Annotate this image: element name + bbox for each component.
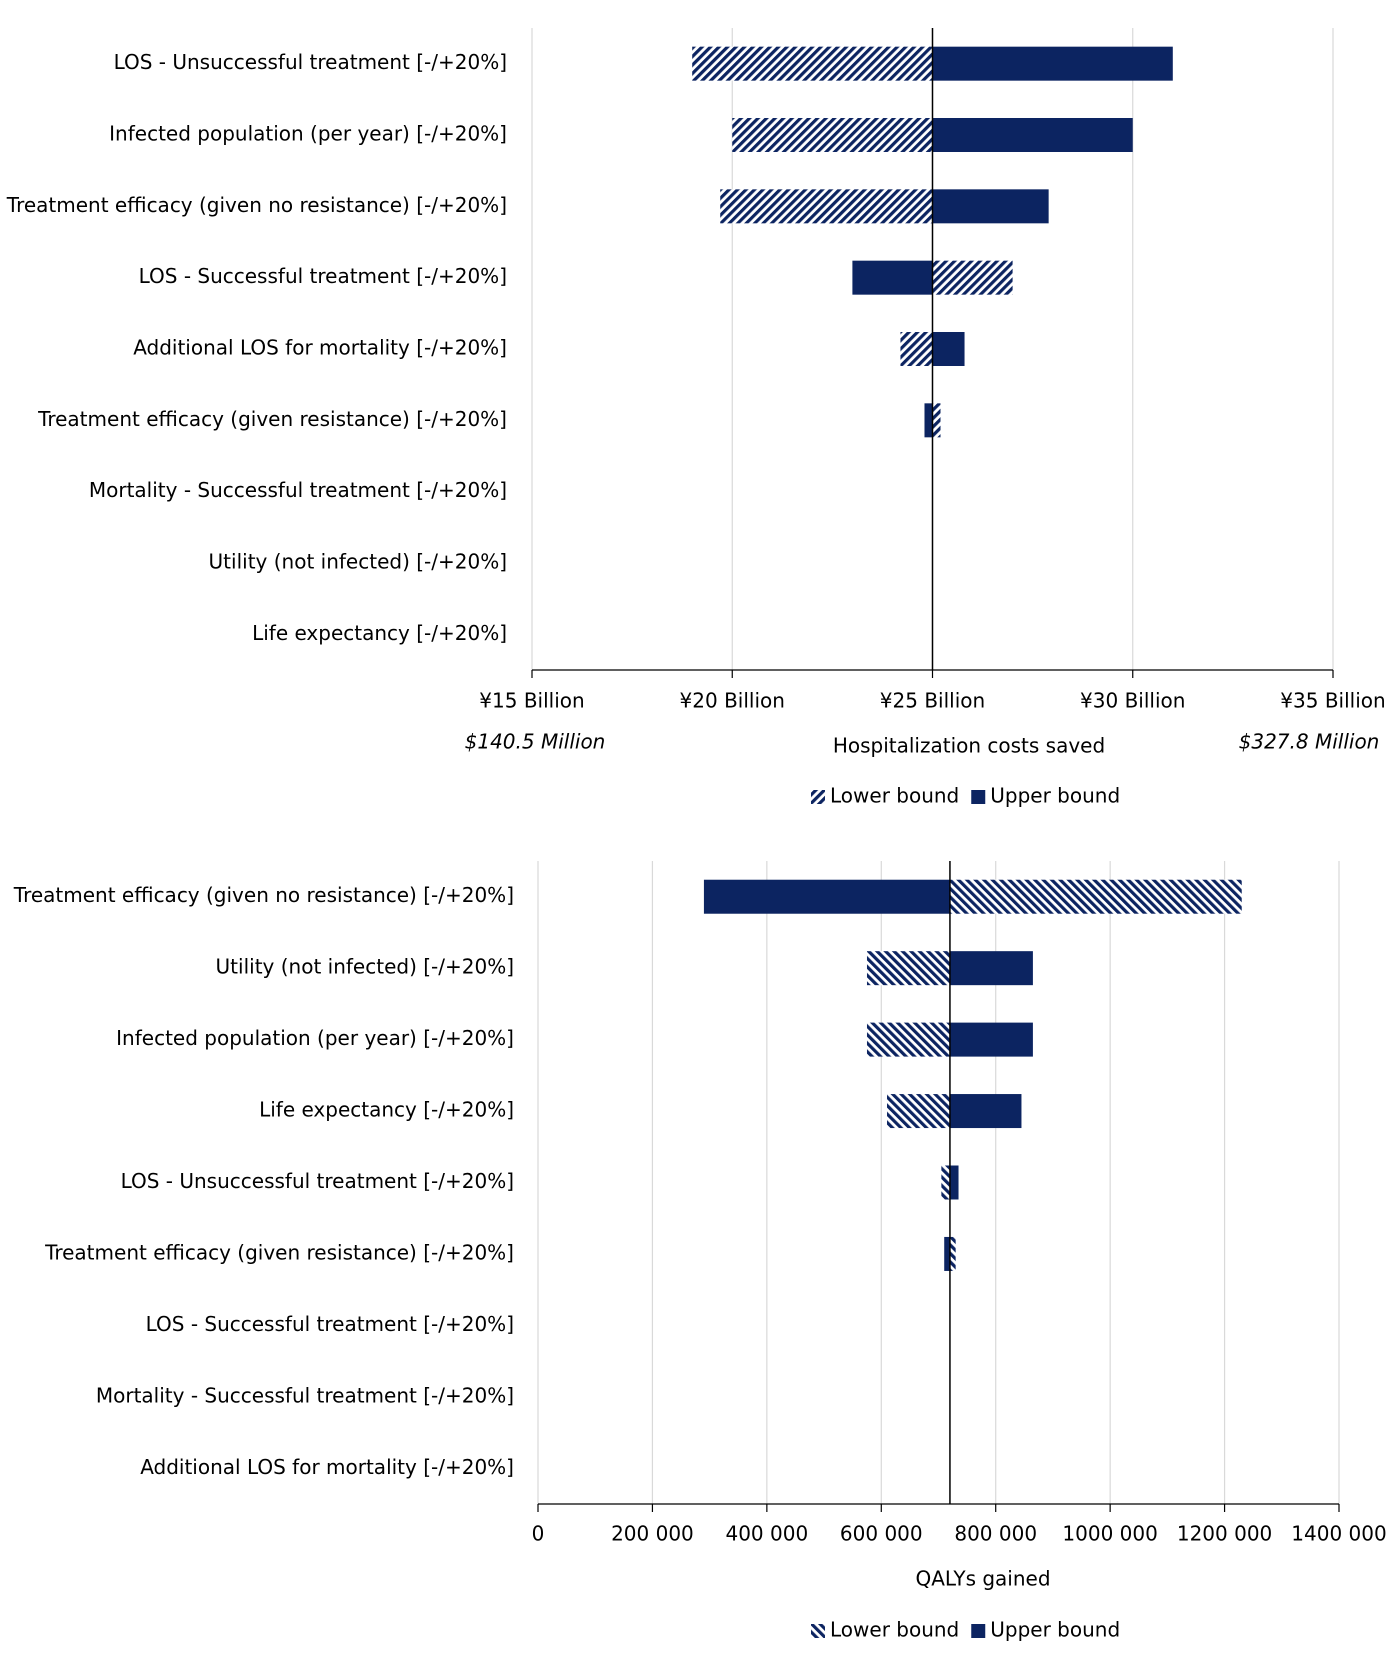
legend-swatch — [971, 790, 986, 804]
bar — [932, 189, 1049, 224]
category-label: Infected population (per year) [-/+20%] — [109, 122, 507, 146]
x-tick-label: 0 — [532, 1522, 545, 1546]
legend-label: Upper bound — [990, 784, 1120, 808]
x-tick-label: ¥35 Billion — [1280, 689, 1385, 713]
category-label: Treatment efficacy (given no resistance)… — [13, 883, 514, 907]
bar — [949, 1094, 1022, 1129]
category-label: Additional LOS for mortality [-/+20%] — [140, 1455, 514, 1479]
legend-label: Lower bound — [830, 784, 959, 808]
bar — [932, 46, 1173, 81]
category-label: LOS - Successful treatment [-/+20%] — [139, 264, 507, 288]
bar — [866, 951, 950, 986]
bar — [852, 260, 933, 295]
x-tick-label: ¥30 Billion — [1080, 689, 1185, 713]
category-label: Life expectancy [-/+20%] — [259, 1098, 514, 1122]
legend-swatch — [971, 1624, 986, 1638]
bar — [720, 189, 933, 224]
bar — [866, 1022, 950, 1057]
x-tick-label: ¥25 Billion — [880, 689, 985, 713]
bar — [887, 1094, 950, 1129]
category-label: Infected population (per year) [-/+20%] — [116, 1026, 514, 1050]
category-label: Treatment efficacy (given resistance) [-… — [37, 407, 507, 431]
category-label: Additional LOS for mortality [-/+20%] — [133, 336, 507, 360]
bar — [692, 46, 933, 81]
legend-label: Upper bound — [990, 1618, 1120, 1642]
category-label: LOS - Successful treatment [-/+20%] — [146, 1312, 514, 1336]
bar — [949, 879, 1242, 914]
bar — [949, 1236, 956, 1271]
x-tick-label: 1000 000 — [1062, 1522, 1157, 1546]
category-label: LOS - Unsuccessful treatment [-/+20%] — [114, 50, 507, 74]
bar — [949, 1022, 1033, 1057]
annotation: $327.8 Million — [1239, 730, 1380, 754]
x-tick-label: ¥20 Billion — [680, 689, 785, 713]
x-tick-label: 1200 000 — [1177, 1522, 1272, 1546]
x-tick-label: 200 000 — [611, 1522, 694, 1546]
x-axis-title: QALYs gained — [915, 1567, 1050, 1591]
bar — [949, 1165, 959, 1200]
bar — [944, 1236, 950, 1271]
category-label: Utility (not infected) [-/+20%] — [209, 550, 507, 574]
bar — [932, 118, 1133, 152]
x-tick-label: 800 000 — [954, 1522, 1037, 1546]
category-label: Mortality - Successful treatment [-/+20%… — [89, 478, 507, 502]
x-axis-title: Hospitalization costs saved — [833, 734, 1105, 758]
bar — [932, 332, 965, 366]
legend-label: Lower bound — [830, 1618, 959, 1642]
bar — [932, 260, 1013, 295]
annotation: $140.5 Million — [465, 730, 606, 754]
category-label: Treatment efficacy (given resistance) [-… — [44, 1240, 514, 1264]
category-label: Treatment efficacy (given no resistance)… — [6, 193, 507, 217]
category-label: Utility (not infected) [-/+20%] — [216, 955, 514, 979]
x-tick-label: ¥15 Billion — [479, 689, 584, 713]
bar — [732, 118, 933, 152]
legend-swatch — [811, 790, 825, 804]
bar — [924, 403, 933, 438]
bar — [932, 403, 941, 438]
x-tick-label: 1400 000 — [1291, 1522, 1386, 1546]
bar — [900, 332, 933, 366]
legend-swatch — [811, 1624, 825, 1638]
category-label: Mortality - Successful treatment [-/+20%… — [96, 1383, 514, 1407]
x-tick-label: 400 000 — [725, 1522, 808, 1546]
bar — [949, 951, 1033, 986]
x-tick-label: 600 000 — [840, 1522, 923, 1546]
bar — [703, 879, 950, 914]
category-label: Life expectancy [-/+20%] — [252, 621, 507, 645]
bar — [941, 1165, 950, 1200]
category-label: LOS - Unsuccessful treatment [-/+20%] — [121, 1169, 514, 1193]
